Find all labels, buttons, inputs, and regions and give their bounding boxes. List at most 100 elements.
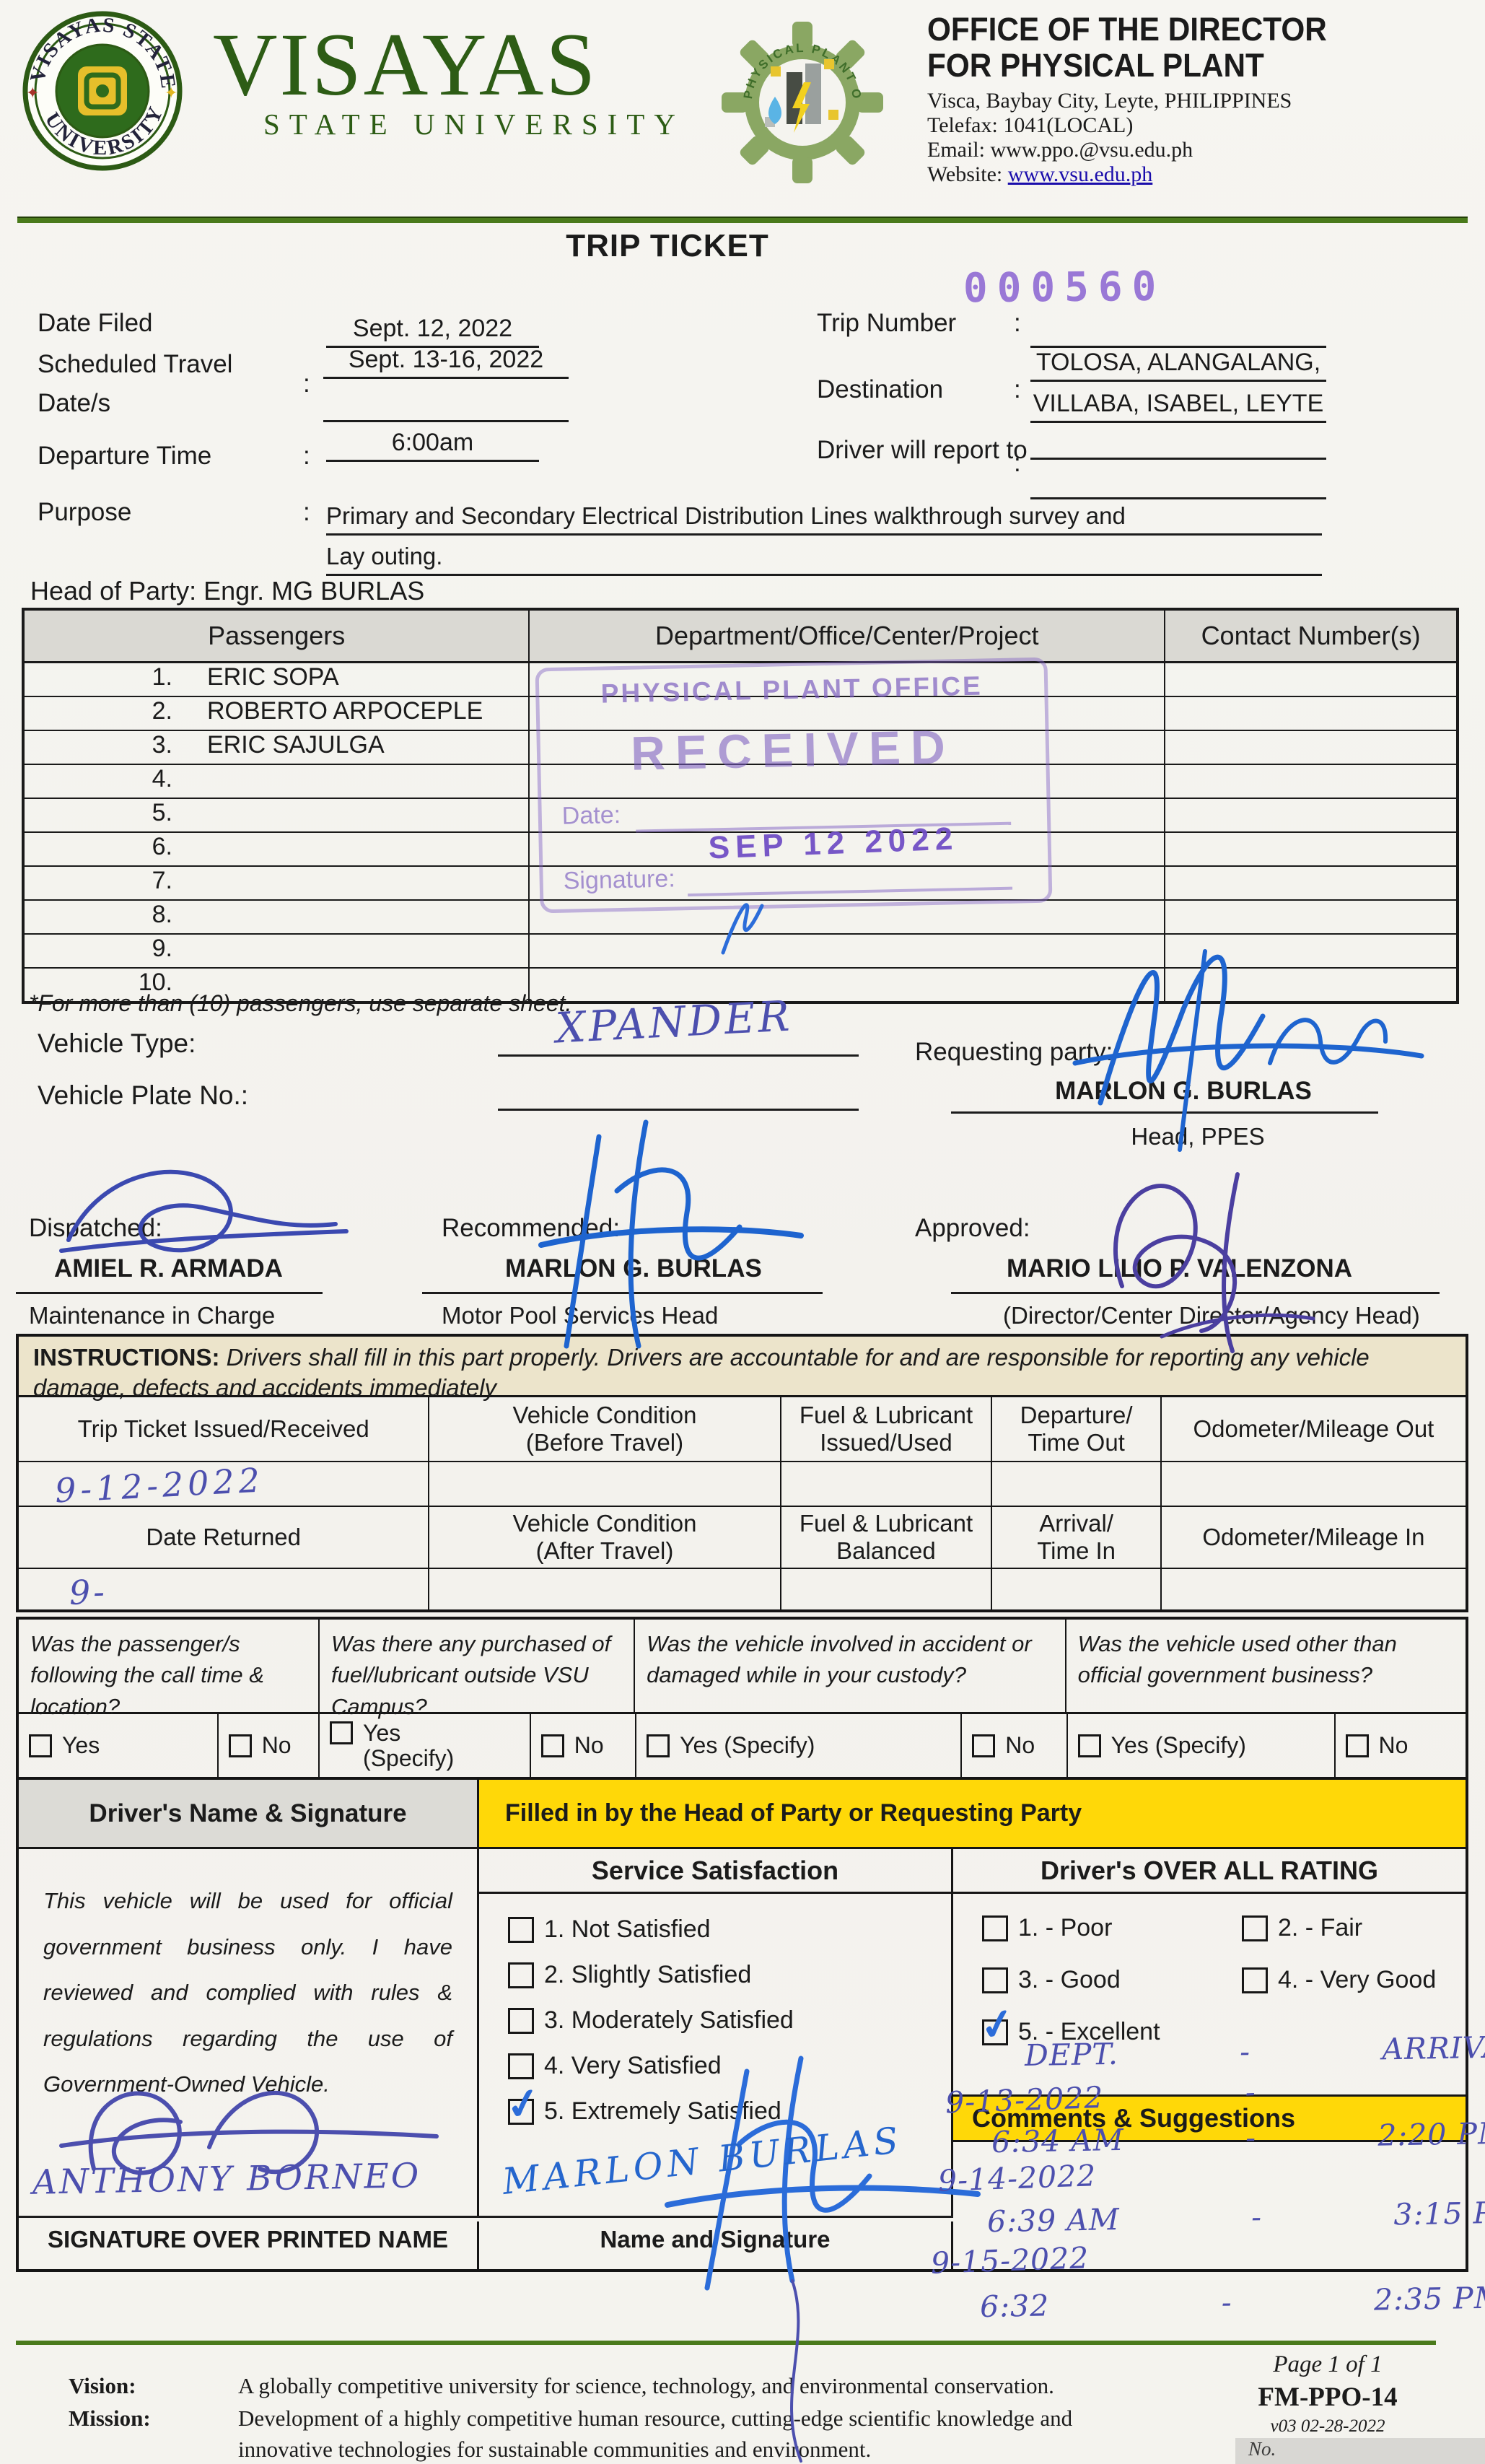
footer-rule [16,2341,1436,2345]
q1-yes-checkbox[interactable] [29,1734,52,1757]
q2-yes-label: Yes (Specify) [363,1719,455,1771]
footer-version: v03 02-28-2022 [1270,2416,1385,2436]
driver-report-colon: : [1014,449,1021,477]
q4-yes-checkbox[interactable] [1077,1734,1101,1757]
table-row: 4. [25,765,1456,799]
office-address: Visca, Baybay City, Leyte, PHILIPPINES [927,89,1292,113]
passenger-name: ROBERTO ARPOCEPLE [207,697,483,725]
footer-page-label: Page 1 of 1 [1273,2351,1383,2377]
row-num: 5. [152,799,172,826]
row-num: 2. [152,697,172,725]
mission-line2: innovative technologies for sustainable … [238,2437,872,2462]
row-num: 4. [152,765,172,792]
table-row: 10. [25,969,1456,1001]
q3-no-label: No [1005,1732,1035,1759]
q1-yes-label: Yes [62,1732,100,1759]
destination-label: Destination [817,375,944,403]
passenger-footnote: *For more than (10) passengers, use sepa… [29,990,572,1016]
rating-option: 4. - Very Good [1242,1966,1436,1994]
q1-no-checkbox[interactable] [228,1734,252,1757]
service-3-checkbox[interactable] [508,2007,534,2034]
q3-yes-label: Yes (Specify) [680,1732,815,1759]
purpose-line2: Lay outing. [326,543,1322,576]
q2-no-label: No [574,1732,604,1759]
rating-4-checkbox[interactable] [1242,1967,1268,1993]
vehicle-plate-underline [498,1109,859,1111]
service-satisfaction-panel: Service Satisfaction 1. Not Satisfied 2.… [479,1849,953,2216]
purpose-line1: Primary and Secondary Electrical Distrib… [326,502,1322,536]
party-signature [665,2055,981,2463]
dispatched-title: Maintenance in Charge [29,1302,276,1329]
destination-line1: TOLOSA, ALANGALANG, [1030,349,1326,382]
approved-underline [951,1292,1440,1294]
service-satisfaction-header: Service Satisfaction [479,1849,951,1894]
website-link[interactable]: www.vsu.edu.ph [1007,162,1153,186]
q2-no-checkbox[interactable] [540,1734,564,1757]
approved-label: Approved: [915,1214,1030,1242]
row-num: 10. [138,969,172,996]
table-row: 1. ERIC SOPA [25,663,1456,697]
driver-sign-name: ANTHONY BORNEO [32,2156,421,2203]
rating-option: 2. - Fair [1242,1914,1362,1942]
mission-line1: Development of a highly competitive huma… [238,2406,1073,2431]
vehicle-type-underline [498,1054,859,1057]
office-telefax: Telefax: 1041(LOCAL) [927,113,1134,137]
service-option: 3. Moderately Satisfied [508,2006,951,2035]
service-2-checkbox[interactable] [508,1962,534,1988]
departure-time-value: 6:00am [326,429,539,462]
q3-yes-checkbox[interactable] [647,1734,670,1757]
driver-name-header: Driver's Name & Signature [19,1780,479,1849]
recommended-signature [538,1119,804,1349]
driver-declaration: This vehicle will be used for official g… [19,1849,479,2216]
rating-3-checkbox[interactable] [982,1967,1008,1993]
row-num: 3. [152,731,172,759]
purpose-label: Purpose [38,498,132,526]
office-email: Email: www.ppo.@vsu.edu.ph [927,138,1193,162]
approved-title: (Director/Center Director/Agency Head) [1003,1302,1420,1329]
service-option: 1. Not Satisfied [508,1915,951,1944]
destination-line2: VILLABA, ISABEL, LEYTE [1030,390,1326,423]
service-1-checkbox[interactable] [508,1916,534,1943]
table-row: 7. [25,867,1456,901]
service-4-checkbox[interactable] [508,2053,534,2079]
scheduled-travel-blank [323,389,569,422]
trip-number-label: Trip Number [817,309,957,337]
q2-yes-checkbox[interactable] [330,1721,354,1744]
rating-5-checkbox[interactable] [982,2019,1008,2045]
passenger-name [172,765,207,792]
office-header-block: OFFICE OF THE DIRECTOR FOR PHYSICAL PLAN… [927,12,1432,187]
q3-no-checkbox[interactable] [972,1734,996,1757]
col-department: Department/Office/Center/Project [530,611,1166,661]
requesting-party-title: Head, PPES [1131,1123,1265,1150]
driver-report-blank1 [1030,427,1326,460]
footer-no-label: No. [1248,2438,1276,2460]
svg-text:✦: ✦ [165,84,178,102]
driver-rating-header: Driver's OVER ALL RATING [953,1849,1466,1894]
rating-1-checkbox[interactable] [982,1915,1008,1941]
header-rule [17,217,1468,223]
date-returned-value: 9- [69,1572,108,1612]
instructions-box: INSTRUCTIONS: Drivers shall fill in this… [16,1334,1468,1612]
rating-2-checkbox[interactable] [1242,1915,1268,1941]
comment-line: 6:32 - 2:35 PM [959,2280,1485,2325]
row-num: 6. [152,833,172,860]
passenger-name: ERIC SOPA [207,663,339,691]
requesting-party-signature [1072,949,1424,1152]
table-row: 3. ERIC SAJULGA [25,731,1456,765]
question-4: Was the vehicle used other than official… [1077,1631,1397,1688]
footer-form-code: FM-PPO-14 [1258,2382,1398,2412]
requesting-party-name: MARLON G. BURLAS [1055,1077,1312,1105]
service-5-checkbox[interactable] [508,2098,534,2125]
driver-rating-panel: Driver's OVER ALL RATING 1. - Poor 2. - … [953,1849,1466,2269]
trip-number-value [1030,315,1326,348]
recommended-underline [422,1292,823,1294]
footer-no-box: No. [1235,2438,1485,2464]
q4-no-checkbox[interactable] [1345,1734,1369,1757]
destination-colon: : [1014,375,1021,403]
requesting-party-underline [951,1111,1378,1114]
question-text-row: Was the passenger/s following the call t… [19,1620,1466,1719]
row-num: 7. [152,867,172,894]
question-1: Was the passenger/s following the call t… [19,1620,320,1719]
departure-colon: : [303,442,310,470]
q4-no-label: No [1378,1732,1409,1759]
